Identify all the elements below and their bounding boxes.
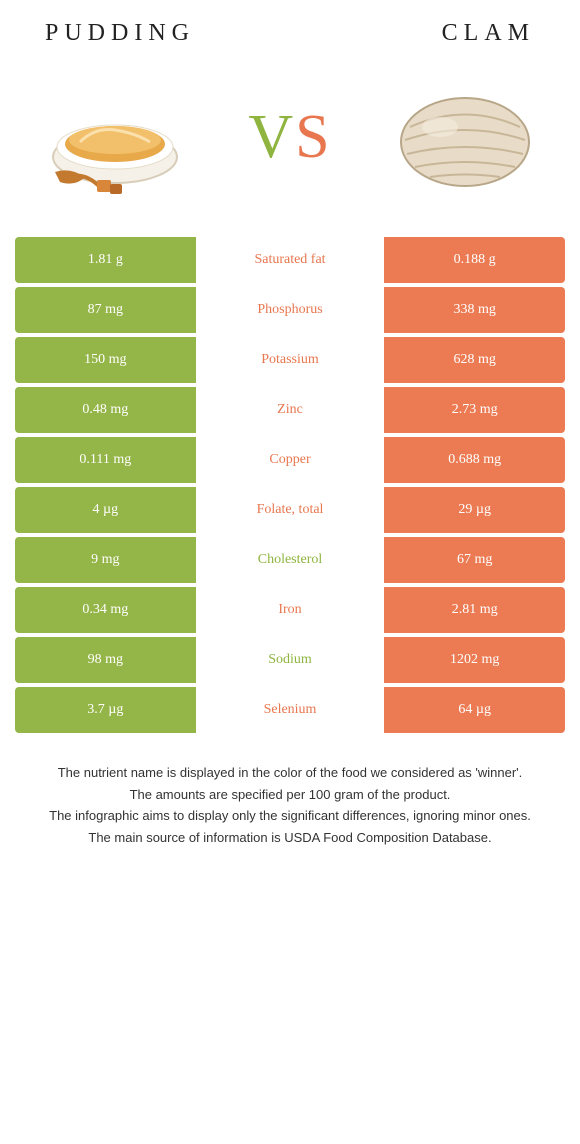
right-value: 64 µg (384, 687, 565, 733)
right-value: 2.81 mg (384, 587, 565, 633)
right-value: 0.188 g (384, 237, 565, 283)
nutrient-label: Phosphorus (200, 287, 381, 333)
title-left: PUDDING (45, 20, 195, 47)
nutrient-label: Iron (200, 587, 381, 633)
right-value: 2.73 mg (384, 387, 565, 433)
right-value: 0.688 mg (384, 437, 565, 483)
nutrient-label: Cholesterol (200, 537, 381, 583)
clam-image (385, 72, 545, 202)
right-value: 29 µg (384, 487, 565, 533)
title-right: CLAM (442, 20, 535, 47)
footnote-line: The infographic aims to display only the… (25, 806, 555, 826)
nutrient-row: 98 mgSodium1202 mg (15, 637, 565, 683)
nutrient-row: 1.81 gSaturated fat0.188 g (15, 237, 565, 283)
right-value: 67 mg (384, 537, 565, 583)
nutrient-label: Copper (200, 437, 381, 483)
nutrient-row: 4 µgFolate, total29 µg (15, 487, 565, 533)
left-value: 4 µg (15, 487, 196, 533)
left-value: 150 mg (15, 337, 196, 383)
nutrient-row: 150 mgPotassium628 mg (15, 337, 565, 383)
left-value: 0.34 mg (15, 587, 196, 633)
left-value: 0.48 mg (15, 387, 196, 433)
vs-label: VS (248, 102, 331, 173)
nutrient-label: Saturated fat (200, 237, 381, 283)
nutrient-label: Zinc (200, 387, 381, 433)
nutrient-row: 3.7 µgSelenium64 µg (15, 687, 565, 733)
footnote-line: The main source of information is USDA F… (25, 828, 555, 848)
footnotes: The nutrient name is displayed in the co… (15, 763, 565, 847)
right-value: 338 mg (384, 287, 565, 333)
left-value: 98 mg (15, 637, 196, 683)
pudding-image (35, 72, 195, 202)
left-value: 1.81 g (15, 237, 196, 283)
vs-v: V (248, 103, 295, 171)
left-value: 3.7 µg (15, 687, 196, 733)
nutrient-row: 0.111 mgCopper0.688 mg (15, 437, 565, 483)
nutrient-row: 0.48 mgZinc2.73 mg (15, 387, 565, 433)
left-value: 9 mg (15, 537, 196, 583)
left-value: 87 mg (15, 287, 196, 333)
footnote-line: The amounts are specified per 100 gram o… (25, 785, 555, 805)
right-value: 628 mg (384, 337, 565, 383)
vs-s: S (295, 103, 331, 171)
images-row: VS (15, 72, 565, 202)
header-row: PUDDING CLAM (15, 20, 565, 47)
nutrient-label: Potassium (200, 337, 381, 383)
nutrient-row: 9 mgCholesterol67 mg (15, 537, 565, 583)
nutrient-row: 87 mgPhosphorus338 mg (15, 287, 565, 333)
left-value: 0.111 mg (15, 437, 196, 483)
nutrient-label: Folate, total (200, 487, 381, 533)
nutrient-table: 1.81 gSaturated fat0.188 g87 mgPhosphoru… (15, 237, 565, 733)
footnote-line: The nutrient name is displayed in the co… (25, 763, 555, 783)
nutrient-label: Selenium (200, 687, 381, 733)
right-value: 1202 mg (384, 637, 565, 683)
nutrient-row: 0.34 mgIron2.81 mg (15, 587, 565, 633)
nutrient-label: Sodium (200, 637, 381, 683)
